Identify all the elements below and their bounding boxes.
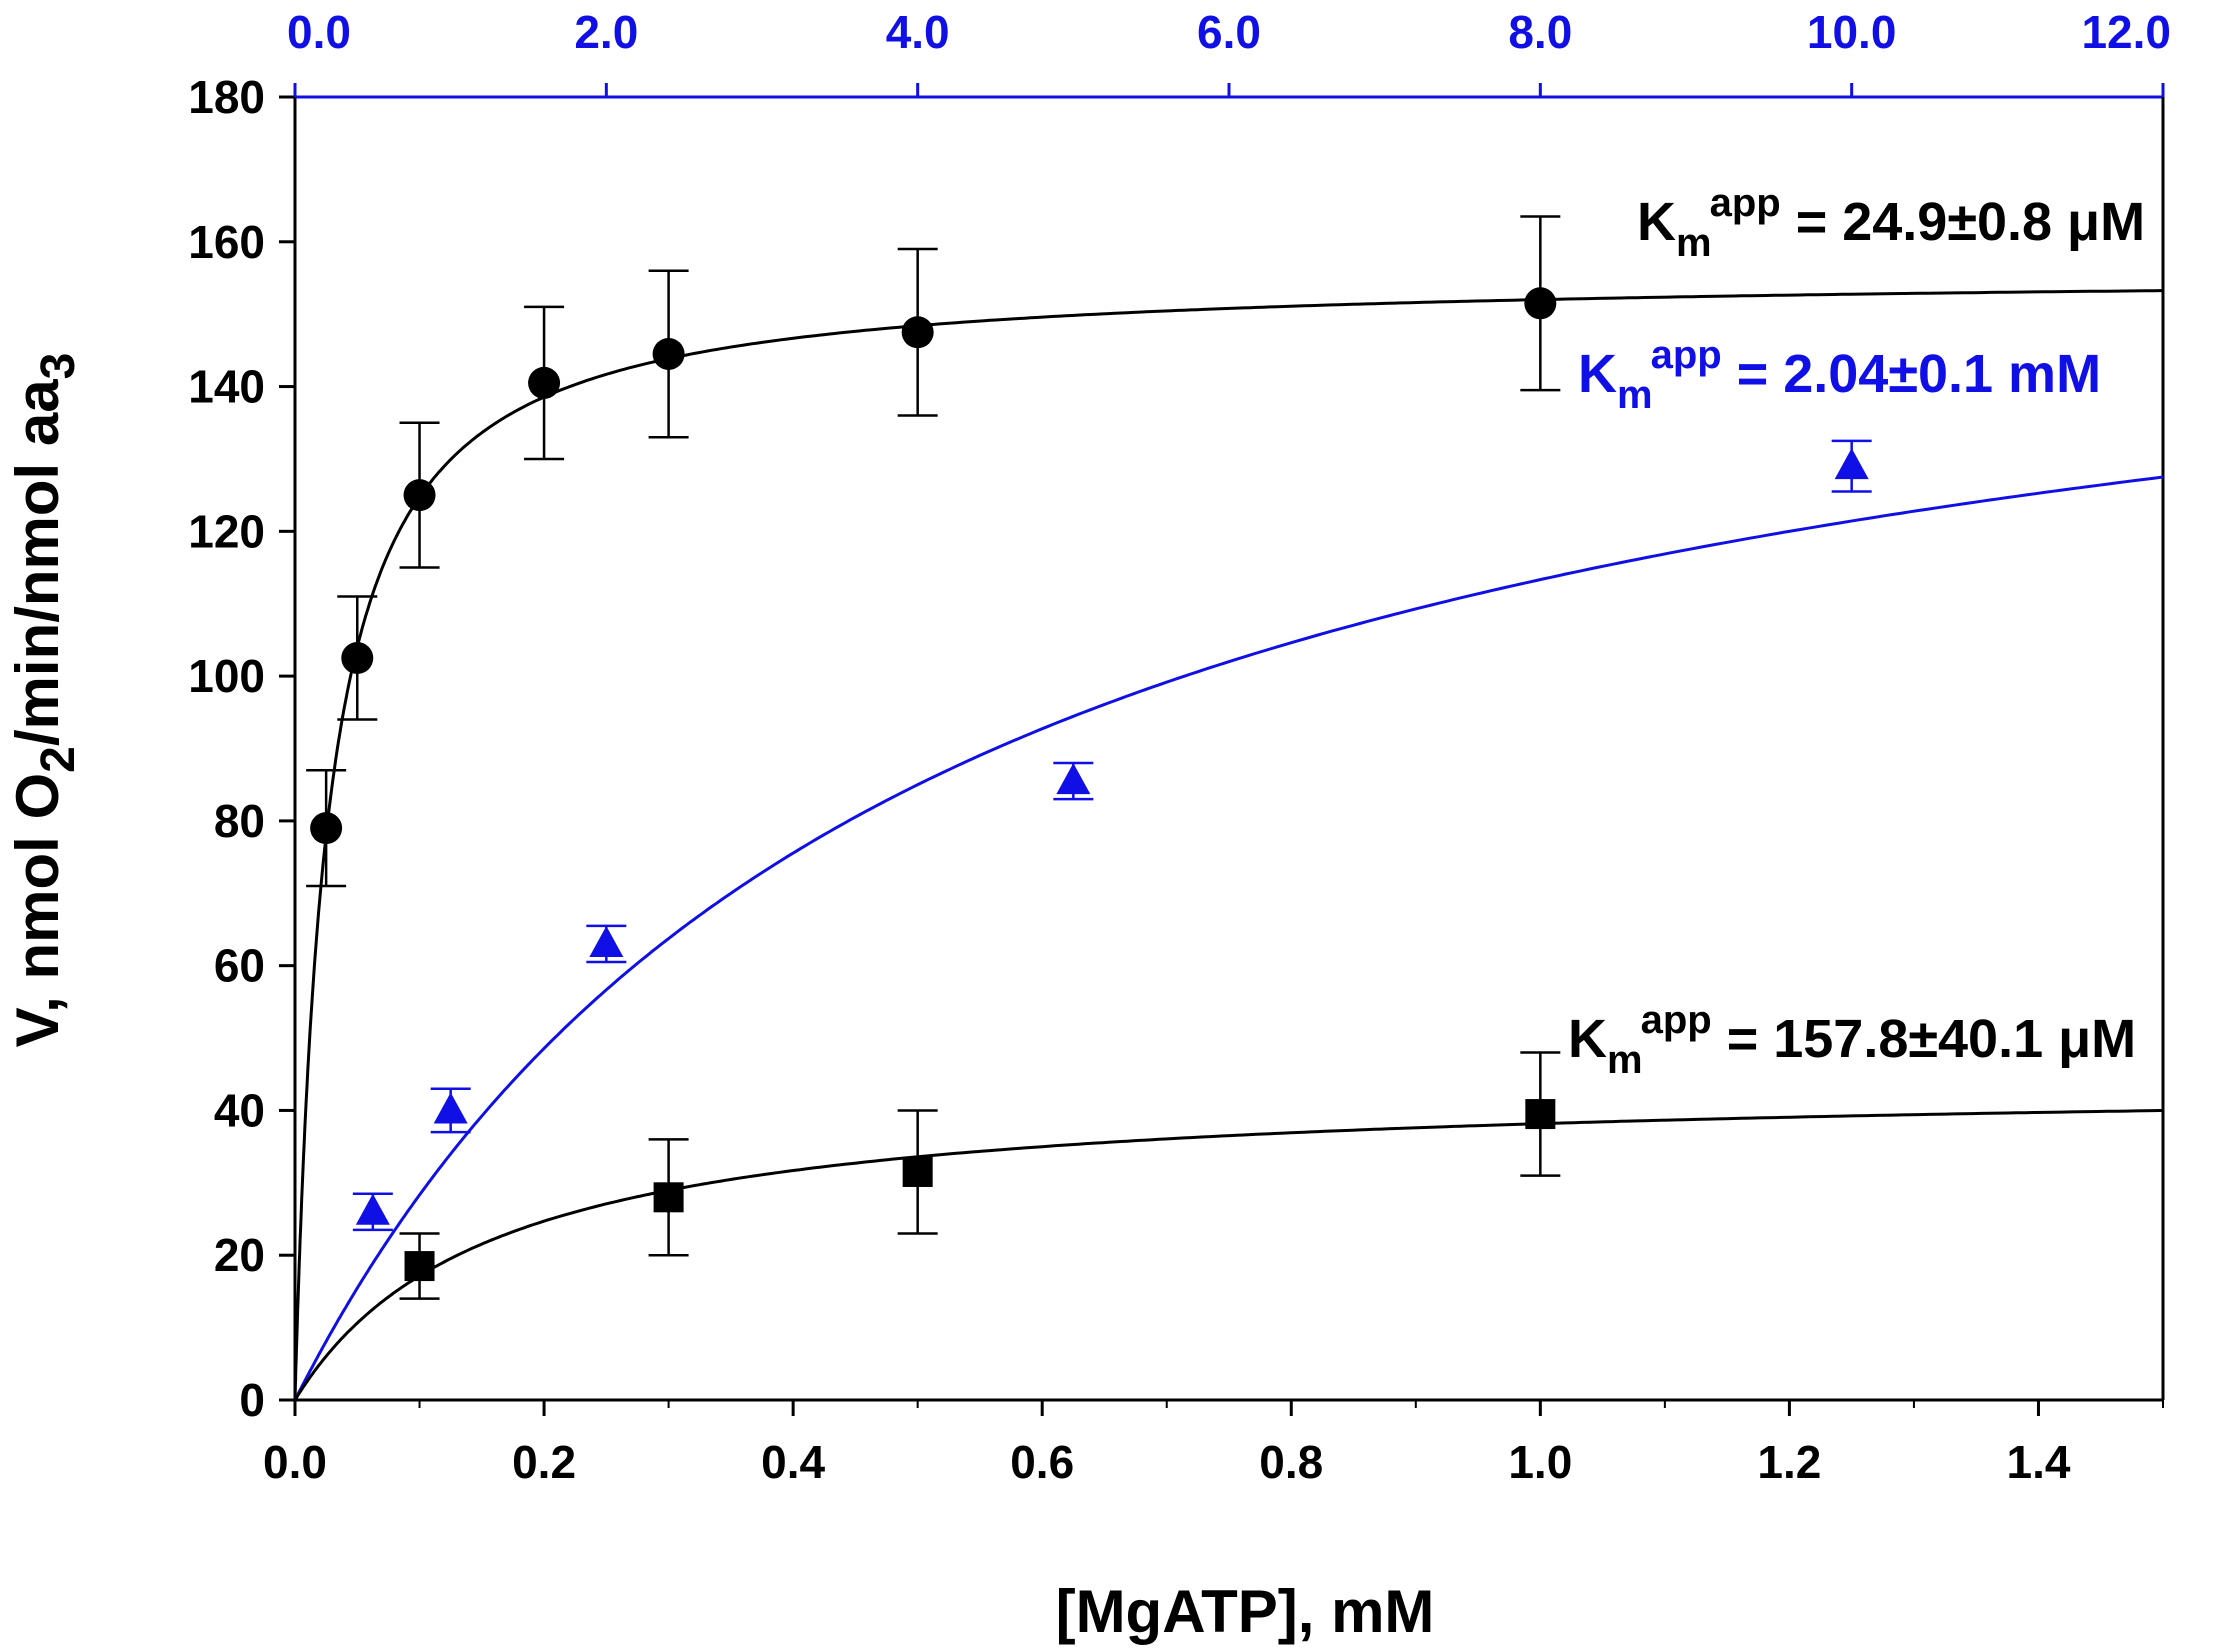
y-tick-label: 180 (188, 71, 265, 123)
km-superscript: app (1651, 333, 1722, 377)
circles-point (403, 479, 436, 512)
circles-point (341, 642, 374, 675)
top-tick-label: 10.0 (1807, 6, 1897, 58)
top-tick-label: 6.0 (1197, 6, 1261, 58)
x-tick-label: 0.0 (263, 1436, 327, 1488)
top-tick-label: 8.0 (1508, 6, 1572, 58)
x-axis-title: [MgATP], mM (1056, 1578, 1435, 1645)
y-tick-label: 100 (188, 650, 265, 702)
circles-km-annotation: Kmapp = 24.9±0.8 μM (1637, 181, 2145, 265)
y-tick-label: 40 (214, 1084, 265, 1136)
km-superscript: app (1710, 181, 1781, 225)
circles-point (1524, 287, 1557, 320)
y-axis-title-main: V, nmol O (4, 773, 71, 1048)
y-tick-label: 160 (188, 216, 265, 268)
x-tick-label: 1.4 (2006, 1436, 2070, 1488)
circles-point (652, 337, 685, 370)
triangles-point (1056, 763, 1091, 795)
km-subscript: m (1617, 373, 1653, 417)
x-tick-label: 0.6 (1010, 1436, 1074, 1488)
y-axis-title: V, nmol O2/min/nmol aa3 (4, 353, 85, 1048)
km-value: = 2.04±0.1 mM (1722, 344, 2101, 404)
km-subscript: m (1676, 221, 1712, 265)
fit-curves (293, 289, 2164, 1401)
km-symbol: K (1637, 192, 1676, 252)
circles-point (528, 366, 561, 399)
y-axis-title-aa-sub: 3 (32, 353, 85, 380)
top-tick-label: 12.0 (2081, 6, 2171, 58)
y-tick-label: 80 (214, 795, 265, 847)
x-tick-label: 0.2 (512, 1436, 576, 1488)
squares-km-annotation: Kmapp = 157.8±40.1 μM (1568, 998, 2136, 1082)
y-tick-label: 0 (239, 1374, 265, 1426)
km-symbol: K (1578, 344, 1617, 404)
circles-fit-curve (293, 289, 2164, 1400)
km-subscript: m (1607, 1038, 1643, 1082)
y-tick-label: 140 (188, 361, 265, 413)
y-tick-label: 20 (214, 1229, 265, 1281)
km-superscript: app (1641, 998, 1712, 1042)
y-tick-label: 60 (214, 940, 265, 992)
squares-point (902, 1156, 933, 1187)
squares-fit-curve (293, 1109, 2164, 1401)
squares-point (653, 1182, 684, 1213)
y-axis-title-o2-sub: 2 (32, 746, 85, 773)
y-tick-label: 120 (188, 505, 265, 557)
km-symbol: K (1568, 1009, 1607, 1069)
circles-point (310, 812, 343, 845)
squares-point (404, 1251, 435, 1282)
x-tick-label: 1.2 (1757, 1436, 1821, 1488)
top-tick-label: 4.0 (886, 6, 950, 58)
circles-point (901, 316, 934, 349)
triangles-km-annotation: Kmapp = 2.04±0.1 mM (1578, 333, 2101, 417)
triangles-fit-curve (293, 475, 2164, 1401)
triangles-point (433, 1092, 468, 1124)
squares-point (1525, 1099, 1556, 1130)
triangles-point (1834, 448, 1869, 480)
data-points (306, 215, 1872, 1300)
x-tick-label: 1.0 (1508, 1436, 1572, 1488)
x-tick-label: 0.4 (761, 1436, 825, 1488)
triangles-point (589, 925, 624, 957)
km-value: = 24.9±0.8 μM (1781, 192, 2145, 252)
top-tick-label: 0.0 (287, 6, 351, 58)
triangles-point (355, 1193, 390, 1225)
x-tick-label: 0.8 (1259, 1436, 1323, 1488)
top-tick-label: 2.0 (574, 6, 638, 58)
y-axis-title-mid: /min/nmol aa (4, 379, 71, 746)
km-value: = 157.8±40.1 μM (1712, 1009, 2136, 1069)
axes: 0.0 0.2 0.4 0.6 0.8 1.0 1.2 1.4 0 20 40 60 80 100 120 1… (188, 6, 2171, 1488)
